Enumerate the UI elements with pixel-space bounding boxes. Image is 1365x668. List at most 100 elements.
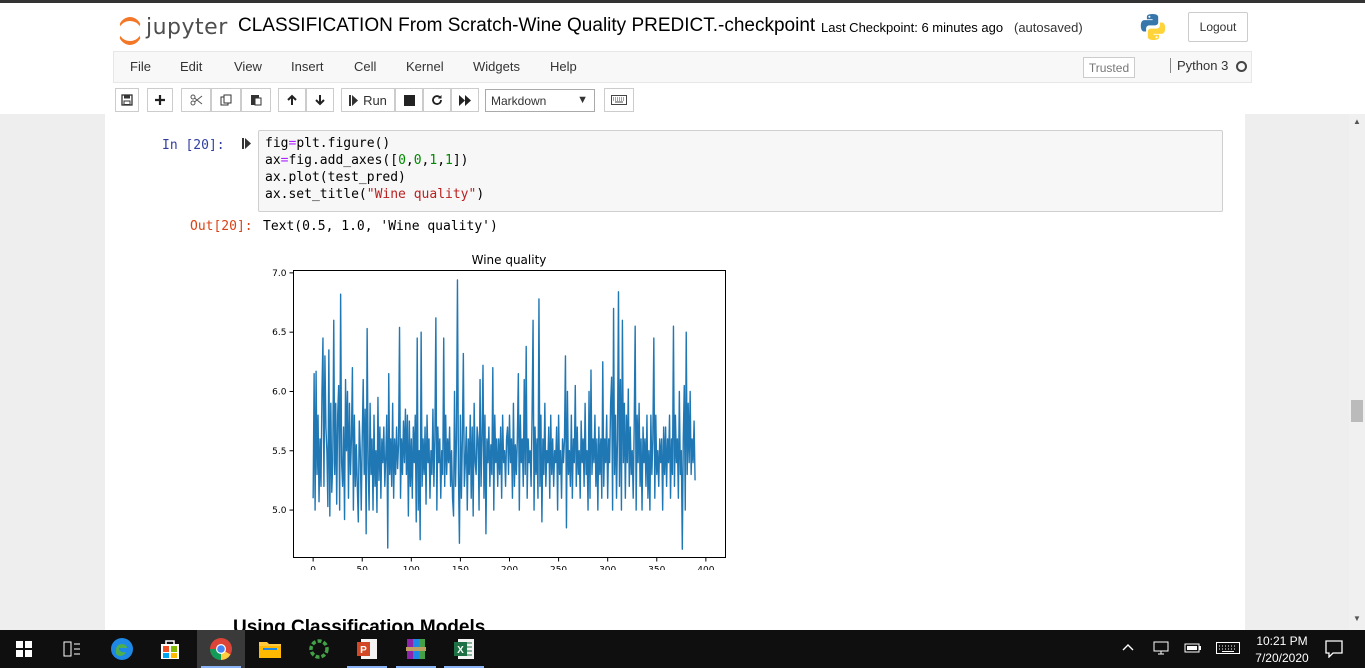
save-icon (121, 94, 133, 106)
x-tick-label: 350 (648, 566, 665, 571)
page-scrollbar[interactable]: ▲ ▼ (1349, 114, 1365, 630)
scrollbar-thumb[interactable] (1351, 400, 1363, 422)
notebook-name[interactable]: CLASSIFICATION From Scratch-Wine Quality… (238, 15, 816, 36)
action-center-notification-icon[interactable] (1325, 640, 1343, 661)
code-line: fig=plt.figure() (265, 136, 391, 151)
menu-widgets[interactable]: Widgets (473, 59, 520, 74)
paste-button[interactable] (241, 88, 271, 112)
run-cell-icon[interactable] (242, 138, 251, 152)
x-tick-label: 0 (310, 566, 316, 571)
autosave-status: (autosaved) (1014, 20, 1083, 35)
command-palette-button[interactable] (604, 88, 634, 112)
menu-edit[interactable]: Edit (180, 59, 203, 74)
next-heading: Using Classification Models (233, 617, 486, 630)
svg-text:X: X (457, 645, 464, 656)
taskbar-winrar[interactable] (392, 630, 440, 668)
output-text: Text(0.5, 1.0, 'Wine quality') (263, 219, 498, 234)
windows-taskbar: P X 10:21 PM 7/20/2020 (0, 630, 1365, 668)
menu-cell[interactable]: Cell (354, 59, 377, 74)
menu-file[interactable]: File (130, 59, 151, 74)
clock-date[interactable]: 7/20/2020 (1255, 651, 1309, 665)
plot-frame (293, 270, 726, 558)
task-view-icon (63, 641, 80, 657)
scroll-down-arrow-icon[interactable]: ▼ (1353, 614, 1361, 623)
line-chart: Wine quality 0 50 100 150 200 250 300 350 400 5.0… (272, 253, 726, 571)
trusted-indicator[interactable]: Trusted (1083, 57, 1135, 78)
menu-kernel[interactable]: Kernel (406, 59, 444, 74)
y-tick-label: 5.5 (272, 447, 286, 457)
insert-cell-button[interactable] (147, 88, 173, 112)
y-tick-label: 5.0 (272, 506, 287, 516)
code-line: ax.set_title("Wine quality") (265, 187, 485, 202)
cut-button[interactable] (181, 88, 211, 112)
output-prompt: Out[20]: (190, 219, 253, 234)
x-tick-label: 250 (550, 566, 567, 571)
x-tick-label: 150 (452, 566, 469, 571)
move-down-button[interactable] (306, 88, 334, 112)
restart-icon (432, 95, 442, 105)
network-icon[interactable] (1153, 641, 1169, 658)
code-cell-input[interactable]: fig=plt.figure() ax=fig.add_axes([0,0,1,… (258, 130, 1223, 212)
menu-view[interactable]: View (234, 59, 262, 74)
keyboard-icon (611, 95, 627, 105)
show-hidden-icons-chevron-up-icon[interactable] (1122, 640, 1134, 654)
series-line (312, 279, 696, 550)
edge-browser-icon (111, 638, 133, 660)
svg-text:P: P (360, 645, 367, 656)
interrupt-button[interactable] (395, 88, 423, 112)
checkpoint-status: Last Checkpoint: 6 minutes ago (821, 20, 1004, 35)
windows-logo-icon (16, 641, 32, 657)
x-tick-label: 200 (501, 566, 518, 571)
restart-run-all-button[interactable] (451, 88, 479, 112)
taskbar-chrome[interactable] (197, 630, 245, 668)
jupyter-ring-icon (118, 15, 142, 45)
x-tick-label: 300 (599, 566, 616, 571)
jupyter-logo[interactable]: jupyter (118, 12, 228, 45)
move-up-button[interactable] (278, 88, 306, 112)
y-tick-label: 6.0 (272, 387, 287, 397)
step-forward-icon (349, 94, 359, 106)
input-prompt: In [20]: (162, 138, 225, 153)
taskbar-store[interactable] (146, 630, 194, 668)
stop-icon (403, 94, 415, 106)
kernel-idle-icon (1236, 61, 1247, 72)
code-line: ax.plot(test_pred) (265, 170, 406, 185)
python-logo-icon (1140, 14, 1166, 40)
code-line: ax=fig.add_axes([0,0,1,1]) (265, 153, 469, 168)
scroll-up-arrow-icon[interactable]: ▲ (1353, 117, 1361, 126)
keyboard-icon[interactable] (1216, 642, 1240, 657)
logout-button[interactable]: Logout (1188, 12, 1248, 42)
run-button-label: Run (363, 92, 387, 108)
plus-icon (155, 95, 165, 105)
kernel-name[interactable]: Python 3 (1170, 58, 1228, 73)
copy-button[interactable] (211, 88, 241, 112)
chevron-down-icon: ▼ (577, 94, 588, 106)
cell-type-select[interactable]: Markdown ▼ (485, 89, 595, 112)
scissors-icon (190, 94, 202, 106)
task-view-button[interactable] (48, 630, 96, 668)
taskbar-excel[interactable]: X (440, 630, 488, 668)
y-tick-label: 6.5 (272, 328, 286, 338)
clock-time[interactable]: 10:21 PM (1256, 634, 1308, 648)
battery-icon[interactable] (1184, 642, 1202, 657)
notebook-header: jupyter CLASSIFICATION From Scratch-Wine… (0, 0, 1365, 114)
store-bag-icon (161, 640, 179, 659)
save-button[interactable] (115, 88, 139, 112)
copy-icon (220, 94, 232, 106)
taskbar-powerpoint[interactable]: P (343, 630, 391, 668)
x-tick-label: 100 (403, 566, 420, 571)
start-button[interactable] (0, 630, 48, 668)
jupyter-logo-text: jupyter (146, 14, 228, 40)
chrome-browser-icon (210, 638, 232, 660)
taskbar-edge[interactable] (98, 630, 146, 668)
folder-icon (259, 642, 281, 658)
menu-help[interactable]: Help (550, 59, 577, 74)
arrow-up-icon (287, 94, 297, 105)
menu-insert[interactable]: Insert (291, 59, 324, 74)
restart-button[interactable] (423, 88, 451, 112)
taskbar-app-green[interactable] (295, 630, 343, 668)
run-button[interactable]: Run (341, 88, 395, 112)
fast-forward-icon (458, 94, 471, 106)
x-tick-label: 50 (357, 566, 369, 571)
taskbar-file-explorer[interactable] (246, 630, 294, 668)
